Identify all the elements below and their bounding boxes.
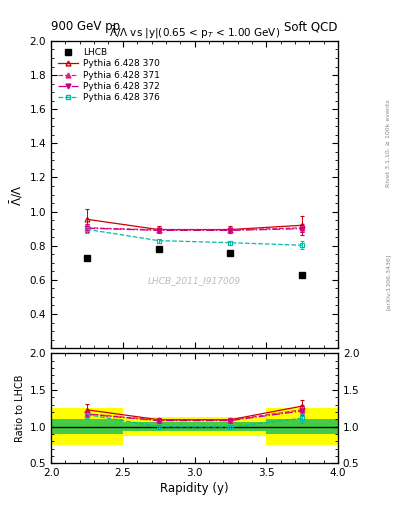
Y-axis label: Ratio to LHCB: Ratio to LHCB [15, 375, 26, 442]
Text: [arXiv:1306.3436]: [arXiv:1306.3436] [386, 253, 391, 310]
Legend: LHCB, Pythia 6.428 370, Pythia 6.428 371, Pythia 6.428 372, Pythia 6.428 376: LHCB, Pythia 6.428 370, Pythia 6.428 371… [55, 46, 162, 105]
Text: Soft QCD: Soft QCD [285, 20, 338, 33]
Text: LHCB_2011_I917009: LHCB_2011_I917009 [148, 276, 241, 285]
Title: $\bar{\Lambda}/\Lambda$ vs |y|(0.65 < p$_T$ < 1.00 GeV): $\bar{\Lambda}/\Lambda$ vs |y|(0.65 < p$… [109, 25, 280, 41]
Text: Rivet 3.1.10, ≥ 100k events: Rivet 3.1.10, ≥ 100k events [386, 99, 391, 187]
Text: 900 GeV pp: 900 GeV pp [51, 20, 120, 33]
Y-axis label: $\bar{\Lambda}/\Lambda$: $\bar{\Lambda}/\Lambda$ [9, 184, 26, 205]
X-axis label: Rapidity (y): Rapidity (y) [160, 482, 229, 496]
